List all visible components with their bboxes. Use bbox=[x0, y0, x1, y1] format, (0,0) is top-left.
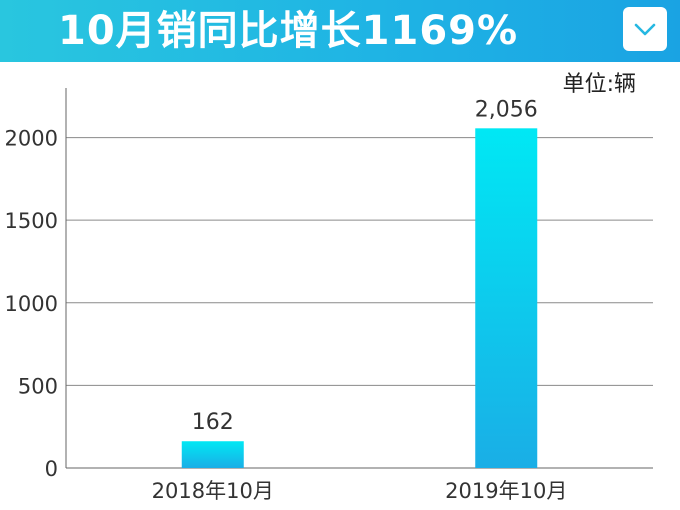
data-label: 2,056 bbox=[475, 97, 538, 122]
y-tick-label: 500 bbox=[18, 374, 58, 398]
title-banner: 10月销同比增长1169% bbox=[0, 0, 680, 62]
data-label: 162 bbox=[192, 410, 234, 435]
y-tick-label: 1500 bbox=[5, 209, 58, 233]
dropdown-button[interactable] bbox=[623, 7, 667, 51]
bar bbox=[475, 128, 538, 468]
x-tick-label: 2019年10月 bbox=[445, 479, 567, 503]
y-tick-label: 0 bbox=[45, 457, 58, 481]
chevron-down-icon bbox=[634, 23, 656, 36]
y-tick-label: 2000 bbox=[5, 127, 58, 151]
y-tick-label: 1000 bbox=[5, 292, 58, 316]
chart-title: 10月销同比增长1169% bbox=[58, 8, 519, 54]
x-tick-label: 2018年10月 bbox=[152, 479, 274, 503]
unit-label: 单位:辆 bbox=[562, 72, 636, 97]
bar bbox=[181, 441, 244, 468]
